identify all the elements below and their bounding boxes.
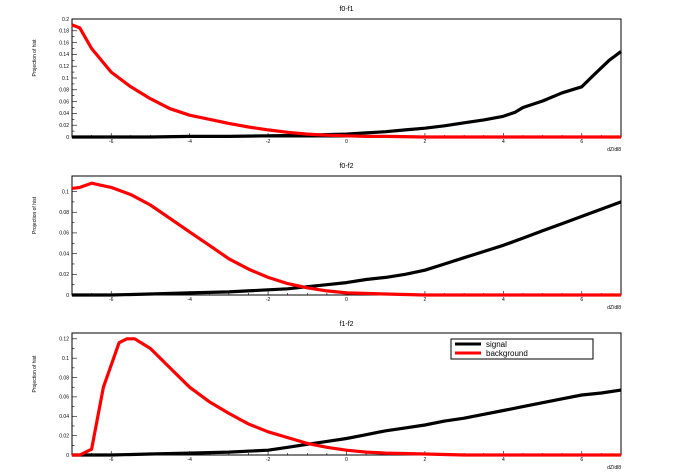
x-tick-label: 0 (345, 297, 348, 303)
y-tick-label: 0.16 (59, 40, 69, 46)
y-tick-label: 0.06 (59, 395, 69, 401)
y-axis-label: Projection of hist (32, 39, 38, 77)
y-tick-label: 0.02 (59, 272, 69, 278)
x-tick-label: 6 (580, 139, 583, 145)
x-tick-label: -4 (187, 297, 192, 303)
y-tick-label: 0.08 (59, 88, 69, 94)
y-tick-label: 0.2 (62, 17, 69, 23)
series-line-background (71, 181, 621, 297)
legend-box (450, 338, 594, 360)
x-tick-label: -4 (187, 457, 192, 463)
x-tick-label: 4 (502, 297, 505, 303)
y-tick-label: 0.12 (59, 64, 69, 70)
chart-title: f1-f2 (339, 321, 353, 328)
x-tick-label: 2 (424, 457, 427, 463)
y-tick-label: 0.1 (62, 356, 69, 362)
y-axis-label: Projection of hist (32, 355, 38, 393)
series-line-signal (72, 388, 622, 457)
series-line-signal (72, 50, 622, 139)
x-axis-label: dZ/dl8 (607, 147, 621, 153)
plot-frame (71, 18, 622, 138)
legend-label-background: background (486, 349, 528, 358)
y-tick-label: 0 (66, 135, 69, 141)
series-line-background (71, 23, 621, 139)
x-tick-label: -2 (266, 297, 271, 303)
y-tick-label: 0.12 (59, 337, 69, 343)
x-tick-label: 6 (580, 457, 583, 463)
x-tick-label: 0 (345, 139, 348, 145)
x-tick-label: 0 (345, 457, 348, 463)
y-tick-label: 0 (66, 453, 69, 459)
chart-title: f0-f1 (339, 6, 353, 13)
y-tick-label: 0.06 (59, 231, 69, 237)
x-tick-label: 4 (502, 457, 505, 463)
y-tick-label: 0.08 (59, 375, 69, 381)
x-tick-label: -6 (109, 139, 114, 145)
y-tick-label: 0.18 (59, 29, 69, 35)
x-axis-label: dZ/dl8 (607, 465, 621, 471)
plot-frame (71, 175, 622, 296)
y-tick-label: 0.02 (59, 433, 69, 439)
y-tick-label: 0 (66, 293, 69, 299)
x-axis-label: dZ/dl8 (607, 305, 621, 311)
y-axis-label: Projection of hist (32, 196, 38, 234)
chart-title: f0-f2 (339, 163, 353, 170)
x-tick-label: 2 (424, 297, 427, 303)
y-tick-label: 0.14 (59, 52, 69, 58)
x-tick-label: 2 (424, 139, 427, 145)
x-tick-label: -2 (266, 139, 271, 145)
legend-label-signal: signal (486, 340, 507, 349)
y-tick-label: 0.08 (59, 210, 69, 216)
y-tick-label: 0.04 (59, 111, 69, 117)
x-tick-label: -4 (187, 139, 192, 145)
y-tick-label: 0.04 (59, 414, 69, 420)
y-tick-label: 0.04 (59, 251, 69, 257)
series-line-background (72, 337, 621, 457)
y-tick-label: 0.1 (62, 189, 69, 195)
x-tick-label: -6 (109, 457, 114, 463)
series-line-signal (72, 200, 622, 297)
x-tick-label: 6 (580, 297, 583, 303)
y-tick-label: 0.02 (59, 123, 69, 129)
y-tick-label: 0.1 (62, 76, 69, 82)
x-tick-label: 4 (502, 139, 505, 145)
x-tick-label: -2 (266, 457, 271, 463)
y-tick-label: 0.06 (59, 99, 69, 105)
x-tick-label: -6 (109, 297, 114, 303)
